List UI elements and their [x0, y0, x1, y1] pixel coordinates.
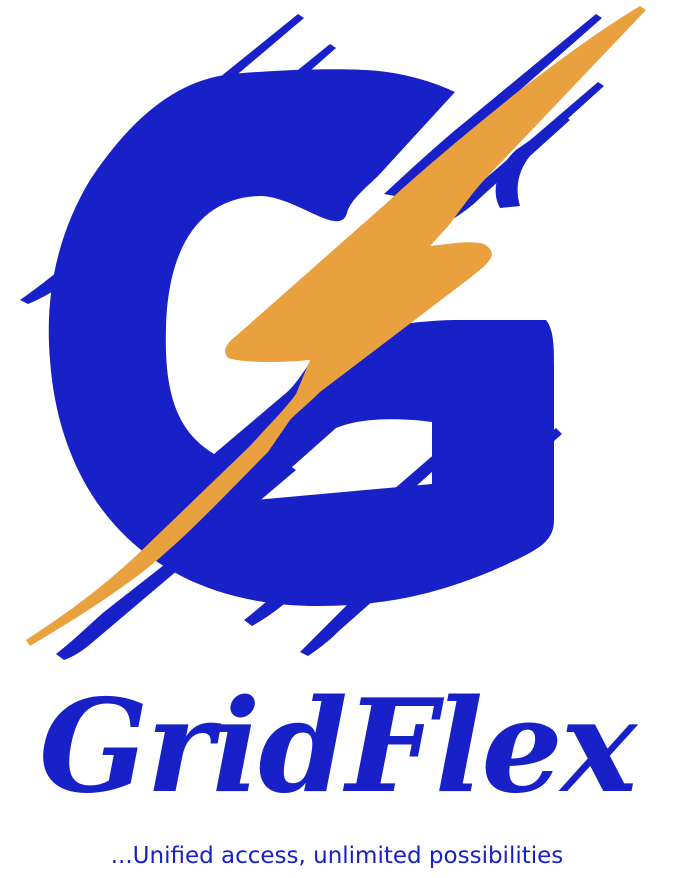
streak-top-left-2 — [20, 44, 336, 304]
streak-top-left-1 — [74, 14, 304, 226]
lightning-bolt — [26, 6, 646, 646]
streak-top-left-3 — [384, 14, 602, 196]
brand-name: GridFlex — [38, 672, 637, 822]
g-lightning-logo-icon — [20, 6, 646, 660]
streak-top-right-2 — [495, 116, 570, 208]
streak-lower-right-2 — [300, 428, 562, 656]
g-letter-shape — [48, 69, 554, 606]
tagline: ...Unified access, unlimited possibiliti… — [110, 843, 564, 869]
streak-lower-right-1 — [244, 380, 528, 626]
streak-lower-left — [56, 466, 296, 660]
